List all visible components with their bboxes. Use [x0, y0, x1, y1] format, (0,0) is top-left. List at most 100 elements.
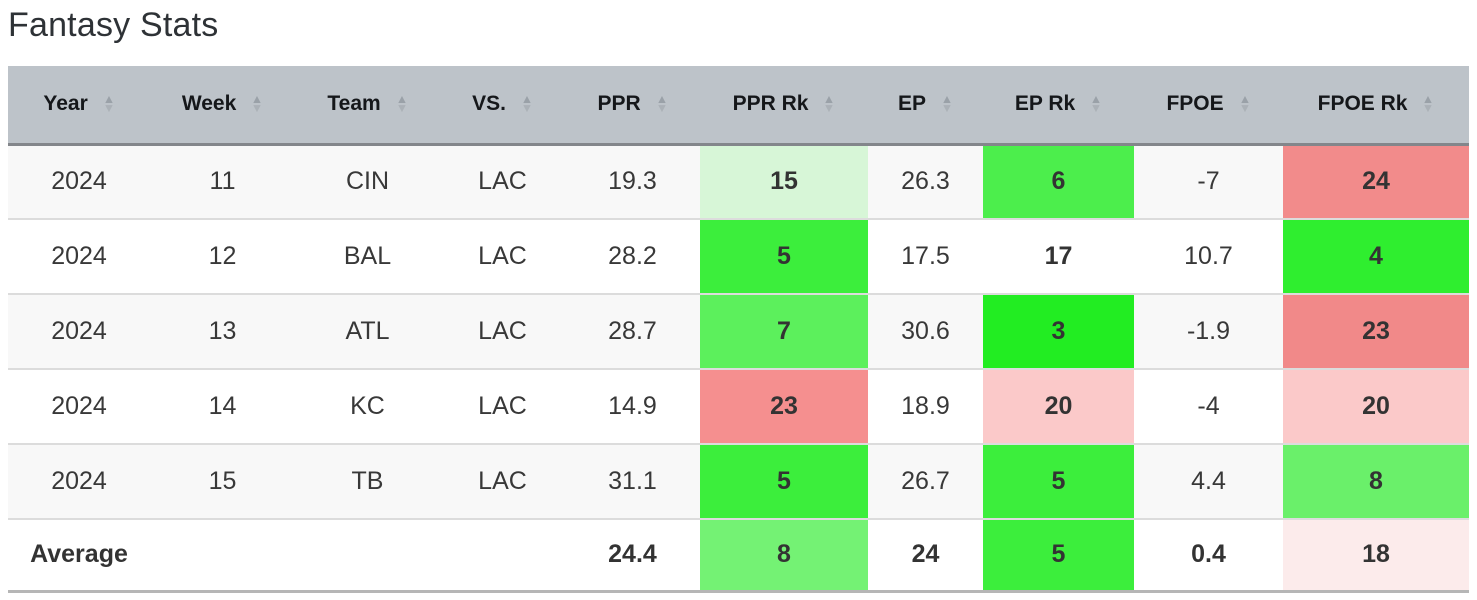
cell-year: 2024	[8, 144, 150, 219]
sort-icon: ▲ ▼	[940, 91, 954, 116]
table-row: 2024 13 ATL LAC 28.7 7 30.6 3 -1.9 23	[8, 293, 1469, 369]
sort-icon: ▲ ▼	[250, 91, 264, 116]
cell-ep_rk: 5	[983, 518, 1134, 593]
cell-vs: LAC	[440, 218, 565, 294]
cell-ppr_rk: 8	[700, 518, 868, 593]
cell-ep: 30.6	[868, 293, 983, 369]
cell-ep: 17.5	[868, 218, 983, 294]
cell-fpoe_rk: 4	[1283, 218, 1469, 294]
column-header-year[interactable]: Year ▲ ▼	[8, 66, 150, 146]
cell-vs	[440, 518, 565, 593]
cell-team: BAL	[295, 218, 440, 294]
table-header-row: Year ▲ ▼ Week ▲ ▼ Team ▲ ▼ VS. ▲ ▼ PPR ▲ ▼ PPR Rk ▲ ▼ EP ▲ ▼…	[8, 66, 1469, 146]
page-title: Fantasy Stats	[8, 6, 219, 44]
column-label-ppr_rk: PPR Rk	[732, 92, 809, 116]
cell-fpoe: 10.7	[1134, 218, 1283, 294]
table-row: 2024 12 BAL LAC 28.2 5 17.5 17 10.7 4	[8, 218, 1469, 294]
column-header-ep[interactable]: EP ▲ ▼	[868, 66, 983, 146]
table-row: 2024 14 KC LAC 14.9 23 18.9 20 -4 20	[8, 368, 1469, 444]
sort-icon: ▲ ▼	[655, 91, 668, 116]
average-row: Average 24.4 8 24 5 0.4 18	[8, 518, 1469, 593]
sort-icon: ▲ ▼	[1422, 91, 1435, 116]
cell-ep: 26.7	[868, 443, 983, 519]
cell-year: 2024	[8, 443, 150, 519]
cell-ppr: 19.3	[565, 144, 700, 219]
cell-fpoe: -1.9	[1134, 293, 1283, 369]
sort-icon: ▲ ▼	[1238, 91, 1251, 116]
cell-fpoe: -7	[1134, 144, 1283, 219]
column-header-team[interactable]: Team ▲ ▼	[295, 66, 440, 146]
sort-icon: ▲ ▼	[1089, 91, 1103, 116]
cell-ppr_rk: 5	[700, 218, 868, 294]
cell-year: 2024	[8, 293, 150, 369]
cell-ppr: 28.7	[565, 293, 700, 369]
cell-ep_rk: 20	[983, 368, 1134, 444]
column-header-ep_rk[interactable]: EP Rk ▲ ▼	[983, 66, 1134, 146]
cell-fpoe_rk: 23	[1283, 293, 1469, 369]
cell-fpoe: 0.4	[1134, 518, 1283, 593]
cell-fpoe: 4.4	[1134, 443, 1283, 519]
column-header-fpoe_rk[interactable]: FPOE Rk ▲ ▼	[1283, 66, 1469, 146]
column-label-year: Year	[43, 92, 88, 116]
cell-year: 2024	[8, 368, 150, 444]
cell-ep_rk: 3	[983, 293, 1134, 369]
column-label-ep_rk: EP Rk	[1014, 92, 1076, 116]
cell-ep_rk: 17	[983, 218, 1134, 294]
cell-year: Average	[8, 518, 150, 593]
cell-vs: LAC	[440, 443, 565, 519]
cell-team: CIN	[295, 144, 440, 219]
column-label-vs: VS.	[472, 92, 506, 116]
cell-vs: LAC	[440, 293, 565, 369]
column-label-fpoe_rk: FPOE Rk	[1317, 92, 1408, 116]
table-row: 2024 15 TB LAC 31.1 5 26.7 5 4.4 8	[8, 443, 1469, 519]
fantasy-stats-table: Year ▲ ▼ Week ▲ ▼ Team ▲ ▼ VS. ▲ ▼ PPR ▲ ▼ PPR Rk ▲ ▼ EP ▲ ▼…	[8, 66, 1469, 593]
sort-icon: ▲ ▼	[395, 91, 408, 116]
cell-team: TB	[295, 443, 440, 519]
table-row: 2024 11 CIN LAC 19.3 15 26.3 6 -7 24	[8, 144, 1469, 219]
cell-ep: 26.3	[868, 144, 983, 219]
cell-fpoe_rk: 24	[1283, 144, 1469, 219]
cell-team: KC	[295, 368, 440, 444]
cell-ppr: 14.9	[565, 368, 700, 444]
cell-fpoe_rk: 8	[1283, 443, 1469, 519]
column-header-ppr_rk[interactable]: PPR Rk ▲ ▼	[700, 66, 868, 146]
cell-week	[150, 518, 295, 593]
cell-week: 11	[150, 144, 295, 219]
sort-icon: ▲ ▼	[823, 91, 836, 116]
cell-ppr_rk: 5	[700, 443, 868, 519]
column-label-team: Team	[327, 92, 381, 116]
cell-ppr_rk: 15	[700, 144, 868, 219]
cell-vs: LAC	[440, 144, 565, 219]
cell-team	[295, 518, 440, 593]
column-header-fpoe[interactable]: FPOE ▲ ▼	[1134, 66, 1283, 146]
sort-icon: ▲ ▼	[520, 91, 534, 116]
cell-ep_rk: 5	[983, 443, 1134, 519]
cell-week: 15	[150, 443, 295, 519]
column-label-week: Week	[181, 92, 237, 116]
sort-icon: ▲ ▼	[102, 91, 115, 116]
cell-ppr: 28.2	[565, 218, 700, 294]
column-header-vs[interactable]: VS. ▲ ▼	[440, 66, 565, 146]
cell-week: 12	[150, 218, 295, 294]
cell-fpoe_rk: 18	[1283, 518, 1469, 593]
column-header-week[interactable]: Week ▲ ▼	[150, 66, 295, 146]
cell-fpoe_rk: 20	[1283, 368, 1469, 444]
cell-year: 2024	[8, 218, 150, 294]
cell-ep: 24	[868, 518, 983, 593]
cell-ppr_rk: 7	[700, 293, 868, 369]
column-label-ppr: PPR	[597, 92, 641, 116]
cell-ppr: 31.1	[565, 443, 700, 519]
column-label-fpoe: FPOE	[1166, 92, 1224, 116]
cell-ppr_rk: 23	[700, 368, 868, 444]
cell-fpoe: -4	[1134, 368, 1283, 444]
cell-week: 13	[150, 293, 295, 369]
cell-team: ATL	[295, 293, 440, 369]
table-head: Year ▲ ▼ Week ▲ ▼ Team ▲ ▼ VS. ▲ ▼ PPR ▲ ▼ PPR Rk ▲ ▼ EP ▲ ▼…	[8, 66, 1469, 146]
column-label-ep: EP	[898, 92, 927, 116]
table-body: 2024 11 CIN LAC 19.3 15 26.3 6 -7 24 2024 12 BAL LAC 2…	[8, 144, 1469, 593]
column-header-ppr[interactable]: PPR ▲ ▼	[565, 66, 700, 146]
cell-vs: LAC	[440, 368, 565, 444]
cell-ppr: 24.4	[565, 518, 700, 593]
cell-week: 14	[150, 368, 295, 444]
